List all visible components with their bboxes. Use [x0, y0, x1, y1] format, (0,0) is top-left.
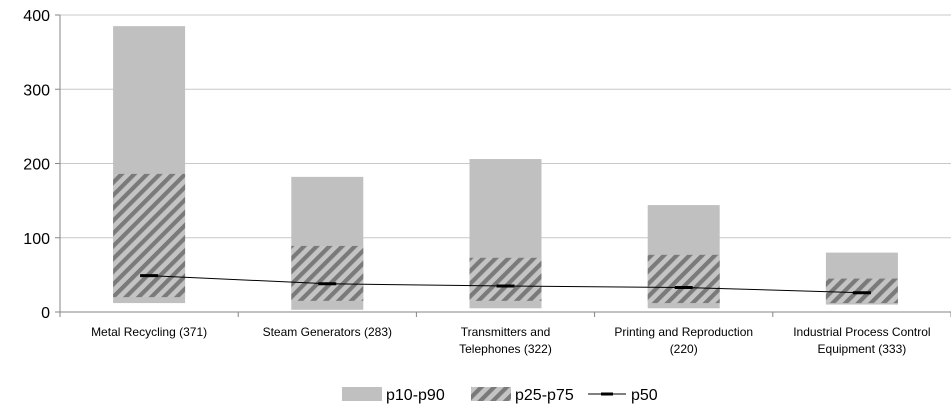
x-tick-label: Transmitters and Telephones (322)	[459, 325, 552, 356]
x-tick-label-line: Printing and Reproduction	[614, 325, 753, 339]
x-tick-label: Industrial Process Control Equipment (333…	[793, 325, 930, 356]
y-tick-label: 0	[41, 305, 50, 322]
bar-p25-p75	[291, 245, 364, 301]
bar-p25-p75	[469, 257, 542, 301]
x-tick-label-line: (220)	[670, 342, 698, 356]
legend-label-p10-p90: p10-p90	[386, 387, 445, 404]
legend-swatch-p10-p90	[342, 387, 382, 401]
y-tick-label: 100	[23, 231, 50, 248]
bar-p25-p75	[647, 254, 720, 304]
x-tick-label-line: Metal Recycling (371)	[91, 325, 207, 339]
x-tick-label-line: Steam Generators (283)	[263, 325, 392, 339]
x-tick-label-line: Industrial Process Control	[793, 325, 930, 339]
y-tick-label: 300	[23, 82, 50, 99]
axes: 0 100 200 300 400 Metal Recycling (371) Steam …	[23, 8, 951, 356]
range-bars	[113, 26, 898, 310]
x-tick-label-line: Transmitters and	[461, 325, 551, 339]
x-tick-label: Metal Recycling (371)	[91, 325, 207, 339]
x-tick-label-line: Telephones (322)	[459, 342, 552, 356]
legend-label-p25-p75: p25-p75	[515, 387, 574, 404]
y-tick-label: 400	[23, 8, 50, 25]
legend-swatch-p25-p75	[471, 387, 511, 401]
x-tick-label-line: Equipment (333)	[818, 342, 907, 356]
x-tick-label: Steam Generators (283)	[263, 325, 392, 339]
x-tick-label: Printing and Reproduction (220)	[614, 325, 753, 356]
bar-p25-p75	[825, 278, 898, 304]
y-tick-label: 200	[23, 157, 50, 174]
bar-p25-p75	[113, 173, 186, 298]
legend-label-p50: p50	[631, 387, 658, 404]
legend: p10-p90 p25-p75 p50	[342, 387, 658, 404]
median-line-series	[140, 274, 871, 295]
